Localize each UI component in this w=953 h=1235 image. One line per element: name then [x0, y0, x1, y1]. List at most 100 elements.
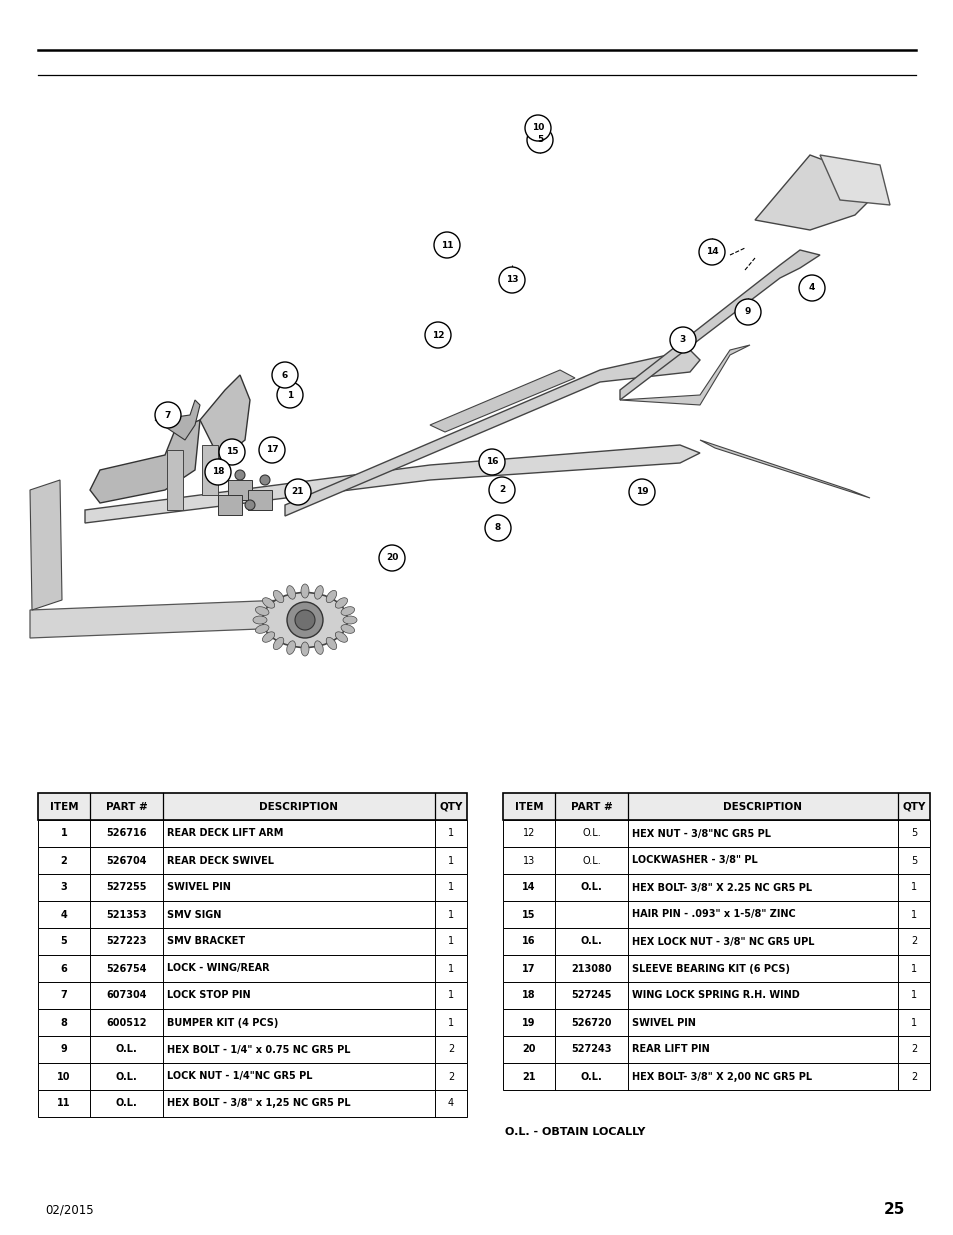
Circle shape — [234, 471, 245, 480]
Bar — [38, 1009, 467, 1036]
Bar — [502, 982, 929, 1009]
Text: 12: 12 — [432, 331, 444, 340]
Polygon shape — [90, 420, 200, 503]
Ellipse shape — [262, 593, 347, 647]
Ellipse shape — [335, 598, 347, 608]
Text: O.L.: O.L. — [581, 829, 600, 839]
Polygon shape — [285, 350, 700, 516]
Polygon shape — [700, 440, 869, 498]
Text: 1: 1 — [910, 1018, 916, 1028]
Circle shape — [285, 479, 311, 505]
Text: 2: 2 — [447, 1045, 454, 1055]
Circle shape — [287, 601, 323, 638]
Text: 21: 21 — [292, 488, 304, 496]
Text: 1: 1 — [448, 829, 454, 839]
Text: 12: 12 — [522, 829, 535, 839]
Text: O.L.: O.L. — [580, 1072, 601, 1082]
Text: 526704: 526704 — [106, 856, 147, 866]
Text: 600512: 600512 — [106, 1018, 147, 1028]
Bar — [502, 1036, 929, 1063]
Polygon shape — [167, 450, 183, 510]
Bar — [38, 1091, 467, 1116]
Circle shape — [276, 382, 303, 408]
Text: 2: 2 — [910, 1045, 916, 1055]
Ellipse shape — [335, 632, 347, 642]
Text: 2: 2 — [447, 1072, 454, 1082]
Text: 18: 18 — [521, 990, 536, 1000]
Polygon shape — [619, 345, 749, 405]
Bar — [38, 793, 467, 820]
Text: HAIR PIN - .093" x 1-5/8" ZINC: HAIR PIN - .093" x 1-5/8" ZINC — [631, 909, 795, 920]
Text: 9: 9 — [744, 308, 750, 316]
Text: DESCRIPTION: DESCRIPTION — [259, 802, 338, 811]
Text: ITEM: ITEM — [50, 802, 78, 811]
Bar — [502, 793, 929, 820]
Ellipse shape — [301, 584, 309, 598]
Text: 19: 19 — [521, 1018, 536, 1028]
Text: 6: 6 — [281, 370, 288, 379]
Text: 16: 16 — [485, 457, 497, 467]
Text: LOCKWASHER - 3/8" PL: LOCKWASHER - 3/8" PL — [631, 856, 757, 866]
Circle shape — [272, 362, 297, 388]
Text: 25: 25 — [882, 1203, 904, 1218]
Text: 1: 1 — [287, 390, 293, 399]
Text: 21: 21 — [521, 1072, 536, 1082]
Circle shape — [799, 275, 824, 301]
Ellipse shape — [273, 637, 283, 650]
Ellipse shape — [255, 625, 269, 634]
Text: 17: 17 — [521, 963, 536, 973]
Text: REAR DECK LIFT ARM: REAR DECK LIFT ARM — [167, 829, 283, 839]
Circle shape — [489, 477, 515, 503]
Text: 15: 15 — [521, 909, 536, 920]
Text: REAR DECK SWIVEL: REAR DECK SWIVEL — [167, 856, 274, 866]
Polygon shape — [754, 156, 869, 230]
Circle shape — [524, 115, 551, 141]
Text: 10: 10 — [57, 1072, 71, 1082]
Circle shape — [498, 267, 524, 293]
Text: 1: 1 — [448, 856, 454, 866]
Ellipse shape — [343, 616, 356, 624]
Circle shape — [434, 232, 459, 258]
Text: 18: 18 — [212, 468, 224, 477]
Text: SWIVEL PIN: SWIVEL PIN — [167, 883, 231, 893]
Bar — [502, 847, 929, 874]
Text: 1: 1 — [910, 883, 916, 893]
Text: LOCK NUT - 1/4"NC GR5 PL: LOCK NUT - 1/4"NC GR5 PL — [167, 1072, 313, 1082]
Text: 2: 2 — [498, 485, 504, 494]
Circle shape — [424, 322, 451, 348]
Bar — [502, 874, 929, 902]
Circle shape — [260, 475, 270, 485]
Text: 526754: 526754 — [106, 963, 147, 973]
Bar — [218, 495, 242, 515]
Bar — [502, 902, 929, 927]
Text: O.L. - OBTAIN LOCALLY: O.L. - OBTAIN LOCALLY — [504, 1128, 644, 1137]
Text: 20: 20 — [385, 553, 397, 562]
Text: HEX BOLT - 3/8" x 1,25 NC GR5 PL: HEX BOLT - 3/8" x 1,25 NC GR5 PL — [167, 1098, 351, 1109]
Bar — [502, 955, 929, 982]
Text: SLEEVE BEARING KIT (6 PCS): SLEEVE BEARING KIT (6 PCS) — [631, 963, 789, 973]
Polygon shape — [85, 445, 700, 522]
Text: 11: 11 — [57, 1098, 71, 1109]
Text: LOCK - WING/REAR: LOCK - WING/REAR — [167, 963, 270, 973]
Bar — [38, 902, 467, 927]
Text: 2: 2 — [61, 856, 68, 866]
Bar — [38, 1063, 467, 1091]
Text: 6: 6 — [61, 963, 68, 973]
Circle shape — [526, 127, 553, 153]
Text: SMV SIGN: SMV SIGN — [167, 909, 221, 920]
Ellipse shape — [326, 637, 336, 650]
Circle shape — [484, 515, 511, 541]
Bar — [38, 927, 467, 955]
Text: 1: 1 — [448, 1018, 454, 1028]
Text: LOCK STOP PIN: LOCK STOP PIN — [167, 990, 251, 1000]
Circle shape — [734, 299, 760, 325]
Text: 2: 2 — [910, 936, 916, 946]
Text: 1: 1 — [448, 963, 454, 973]
Text: 526720: 526720 — [571, 1018, 611, 1028]
Text: PART #: PART # — [106, 802, 147, 811]
Text: 5: 5 — [910, 829, 916, 839]
Bar — [248, 490, 272, 510]
Text: 7: 7 — [165, 410, 171, 420]
Polygon shape — [30, 480, 62, 610]
Circle shape — [219, 438, 245, 466]
